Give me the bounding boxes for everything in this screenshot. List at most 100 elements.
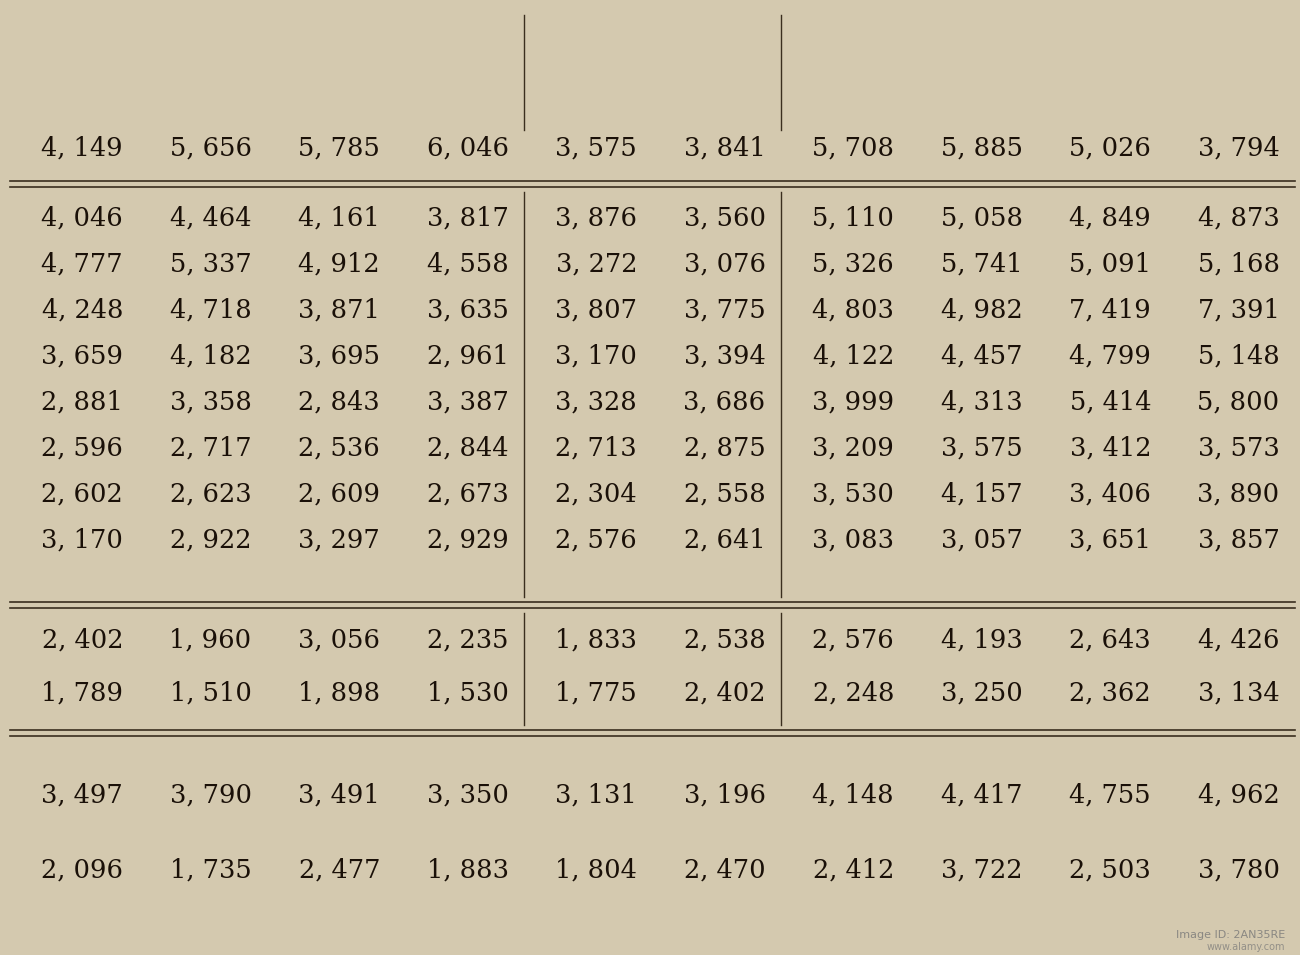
Text: 4, 464: 4, 464 — [170, 205, 252, 230]
Text: 2, 503: 2, 503 — [1070, 858, 1150, 882]
Text: 1, 735: 1, 735 — [170, 858, 252, 882]
Text: 3, 491: 3, 491 — [298, 782, 380, 808]
Text: 5, 800: 5, 800 — [1197, 390, 1279, 414]
Text: 2, 576: 2, 576 — [555, 527, 637, 553]
Text: Image ID: 2AN35RE: Image ID: 2AN35RE — [1175, 930, 1284, 940]
Text: 1, 883: 1, 883 — [426, 858, 508, 882]
Text: 1, 898: 1, 898 — [298, 681, 380, 706]
Text: 2, 961: 2, 961 — [426, 344, 508, 369]
Text: 3, 857: 3, 857 — [1197, 527, 1279, 553]
Text: 3, 196: 3, 196 — [684, 782, 766, 808]
Text: 3, 635: 3, 635 — [426, 298, 508, 323]
Text: 7, 419: 7, 419 — [1070, 298, 1150, 323]
Text: 3, 394: 3, 394 — [684, 344, 766, 369]
Text: 2, 470: 2, 470 — [684, 858, 766, 882]
Text: 2, 609: 2, 609 — [298, 481, 380, 506]
Text: 1, 960: 1, 960 — [169, 627, 252, 652]
Text: 2, 922: 2, 922 — [170, 527, 252, 553]
Text: 5, 656: 5, 656 — [169, 136, 252, 160]
Text: 2, 643: 2, 643 — [1070, 627, 1150, 652]
Text: 3, 575: 3, 575 — [941, 435, 1023, 460]
Text: 5, 708: 5, 708 — [812, 136, 894, 160]
Text: 2, 673: 2, 673 — [426, 481, 508, 506]
Text: 3, 170: 3, 170 — [555, 344, 637, 369]
Text: 3, 659: 3, 659 — [42, 344, 124, 369]
Text: 2, 304: 2, 304 — [555, 481, 637, 506]
Text: 5, 741: 5, 741 — [941, 251, 1023, 277]
Text: 3, 250: 3, 250 — [941, 681, 1023, 706]
Text: 2, 402: 2, 402 — [684, 681, 766, 706]
Text: 5, 414: 5, 414 — [1070, 390, 1150, 414]
Text: 3, 722: 3, 722 — [941, 858, 1023, 882]
Text: 2, 538: 2, 538 — [684, 627, 766, 652]
Text: 4, 313: 4, 313 — [941, 390, 1023, 414]
Text: 4, 182: 4, 182 — [170, 344, 252, 369]
Text: 3, 131: 3, 131 — [555, 782, 637, 808]
Text: 3, 387: 3, 387 — [426, 390, 508, 414]
Text: 3, 350: 3, 350 — [426, 782, 508, 808]
Text: 4, 962: 4, 962 — [1197, 782, 1279, 808]
Text: 5, 326: 5, 326 — [812, 251, 894, 277]
Text: 5, 091: 5, 091 — [1069, 251, 1150, 277]
Text: 3, 890: 3, 890 — [1197, 481, 1279, 506]
Text: 5, 058: 5, 058 — [941, 205, 1023, 230]
Text: 3, 790: 3, 790 — [169, 782, 252, 808]
Text: 2, 602: 2, 602 — [42, 481, 124, 506]
Text: 2, 717: 2, 717 — [170, 435, 252, 460]
Text: 1, 833: 1, 833 — [555, 627, 637, 652]
Text: 3, 358: 3, 358 — [170, 390, 252, 414]
Text: 3, 328: 3, 328 — [555, 390, 637, 414]
Text: 4, 873: 4, 873 — [1197, 205, 1279, 230]
Text: 4, 248: 4, 248 — [42, 298, 124, 323]
Text: 4, 148: 4, 148 — [812, 782, 894, 808]
Text: 2, 402: 2, 402 — [42, 627, 124, 652]
Text: 3, 057: 3, 057 — [941, 527, 1023, 553]
Text: 5, 110: 5, 110 — [812, 205, 894, 230]
Text: 4, 193: 4, 193 — [941, 627, 1023, 652]
Text: 3, 686: 3, 686 — [684, 390, 766, 414]
Text: 1, 510: 1, 510 — [170, 681, 252, 706]
Text: 1, 789: 1, 789 — [42, 681, 124, 706]
Text: 2, 362: 2, 362 — [1070, 681, 1150, 706]
Text: 4, 912: 4, 912 — [299, 251, 380, 277]
Text: 2, 844: 2, 844 — [428, 435, 508, 460]
Text: 1, 775: 1, 775 — [555, 681, 637, 706]
Text: 3, 209: 3, 209 — [812, 435, 894, 460]
Text: 2, 641: 2, 641 — [684, 527, 766, 553]
Text: 3, 406: 3, 406 — [1069, 481, 1150, 506]
Text: 3, 999: 3, 999 — [812, 390, 894, 414]
Text: 3, 573: 3, 573 — [1197, 435, 1279, 460]
Text: 3, 076: 3, 076 — [684, 251, 766, 277]
Text: 2, 596: 2, 596 — [42, 435, 124, 460]
Text: 3, 083: 3, 083 — [812, 527, 894, 553]
Text: 4, 799: 4, 799 — [1069, 344, 1150, 369]
Text: 2, 875: 2, 875 — [684, 435, 766, 460]
Text: 4, 718: 4, 718 — [170, 298, 252, 323]
Text: 2, 929: 2, 929 — [426, 527, 508, 553]
Text: 2, 881: 2, 881 — [42, 390, 124, 414]
Text: 3, 056: 3, 056 — [298, 627, 380, 652]
Text: 3, 780: 3, 780 — [1197, 858, 1279, 882]
Text: 7, 391: 7, 391 — [1197, 298, 1279, 323]
Text: 3, 297: 3, 297 — [298, 527, 380, 553]
Text: 5, 026: 5, 026 — [1069, 136, 1150, 160]
Text: 3, 170: 3, 170 — [42, 527, 124, 553]
Text: 4, 803: 4, 803 — [812, 298, 894, 323]
Text: 2, 477: 2, 477 — [299, 858, 380, 882]
Text: 3, 134: 3, 134 — [1199, 681, 1279, 706]
Text: 2, 412: 2, 412 — [812, 858, 894, 882]
Text: 4, 157: 4, 157 — [941, 481, 1023, 506]
Text: 3, 497: 3, 497 — [42, 782, 124, 808]
Text: 5, 168: 5, 168 — [1197, 251, 1279, 277]
Text: 6, 046: 6, 046 — [426, 136, 508, 160]
Text: 2, 623: 2, 623 — [170, 481, 252, 506]
Text: 4, 046: 4, 046 — [42, 205, 124, 230]
Text: 4, 426: 4, 426 — [1199, 627, 1279, 652]
Text: 3, 695: 3, 695 — [298, 344, 380, 369]
Text: 2, 713: 2, 713 — [555, 435, 637, 460]
Text: 5, 785: 5, 785 — [298, 136, 380, 160]
Text: 3, 841: 3, 841 — [684, 136, 766, 160]
Text: 4, 457: 4, 457 — [941, 344, 1023, 369]
Text: 2, 536: 2, 536 — [298, 435, 380, 460]
Text: 3, 871: 3, 871 — [298, 298, 380, 323]
